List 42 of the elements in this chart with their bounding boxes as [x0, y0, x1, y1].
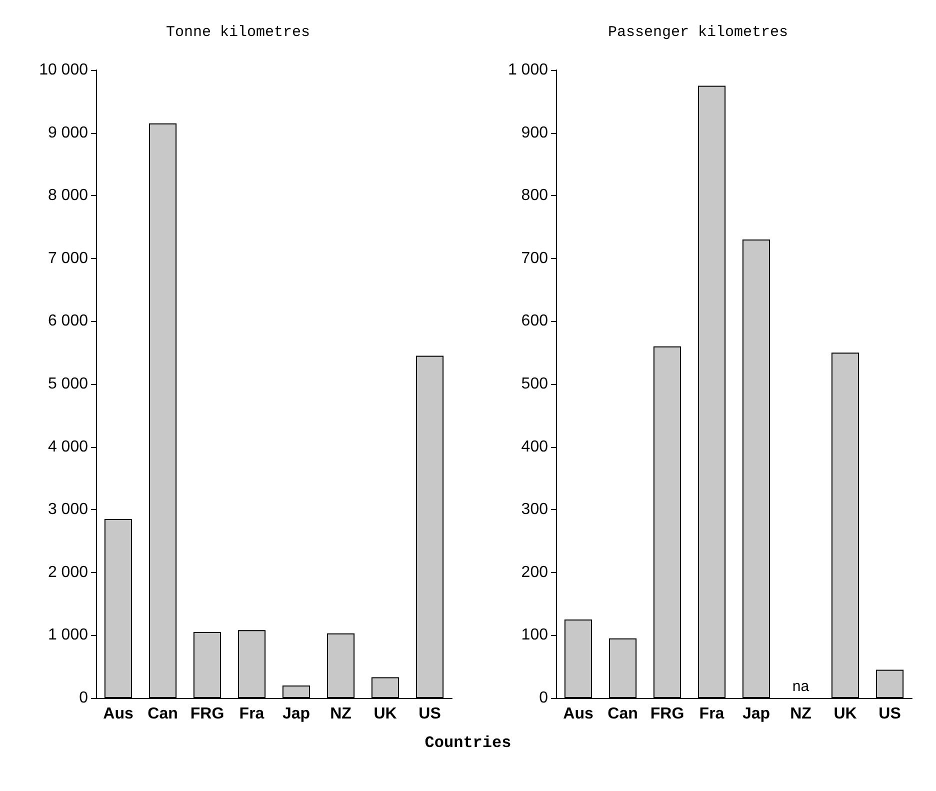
x-tick-label: Aus	[563, 706, 594, 722]
x-tick-label: US	[878, 706, 902, 722]
y-tick-label: 1 000	[508, 62, 548, 78]
y-tick-label: 4 000	[48, 438, 88, 456]
y-tick-label: 800	[521, 187, 548, 204]
y-tick-label: 0	[79, 690, 88, 706]
y-tick-label: 600	[521, 312, 548, 330]
y-tick-label: 8 000	[48, 187, 88, 204]
y-tick-label: 400	[521, 438, 548, 456]
chart-title: Tonne kilometres	[166, 24, 310, 41]
y-tick-label: 0	[539, 690, 548, 706]
y-tick-label: 1 000	[48, 626, 88, 644]
x-tick-label: US	[418, 706, 442, 722]
x-tick-label: FRG	[190, 706, 224, 722]
x-tick-label: Can	[608, 706, 638, 722]
x-tick-label: Jap	[742, 706, 770, 722]
y-tick-label: 5 000	[48, 376, 88, 392]
y-tick-label: 900	[521, 124, 548, 142]
chart-title: Passenger kilometres	[608, 24, 788, 41]
y-tick-label: 2 000	[48, 564, 88, 581]
y-tick-label: 500	[521, 376, 548, 392]
y-tick-label: 300	[521, 501, 548, 518]
y-tick-label: 10 000	[39, 62, 88, 78]
x-tick-label: Can	[148, 706, 178, 722]
x-tick-label: UK	[374, 706, 398, 722]
x-tick-label: Jap	[282, 706, 310, 722]
x-tick-label: Aus	[103, 706, 134, 722]
x-tick-label: Fra	[239, 706, 264, 722]
y-tick-label: 3 000	[48, 501, 88, 518]
y-tick-label: 6 000	[48, 312, 88, 330]
x-tick-label: NZ	[790, 706, 812, 722]
y-tick-label: 7 000	[48, 250, 88, 267]
annotation: na	[792, 678, 810, 695]
y-tick-label: 200	[521, 564, 548, 581]
y-tick-label: 100	[521, 626, 548, 644]
x-tick-label: FRG	[650, 706, 684, 722]
y-tick-label: 9 000	[48, 124, 88, 142]
x-axis-title: Countries	[424, 734, 512, 752]
x-tick-label: Fra	[699, 706, 724, 722]
x-tick-label: UK	[834, 706, 858, 722]
y-tick-label: 700	[521, 250, 548, 267]
x-tick-label: NZ	[330, 706, 352, 722]
